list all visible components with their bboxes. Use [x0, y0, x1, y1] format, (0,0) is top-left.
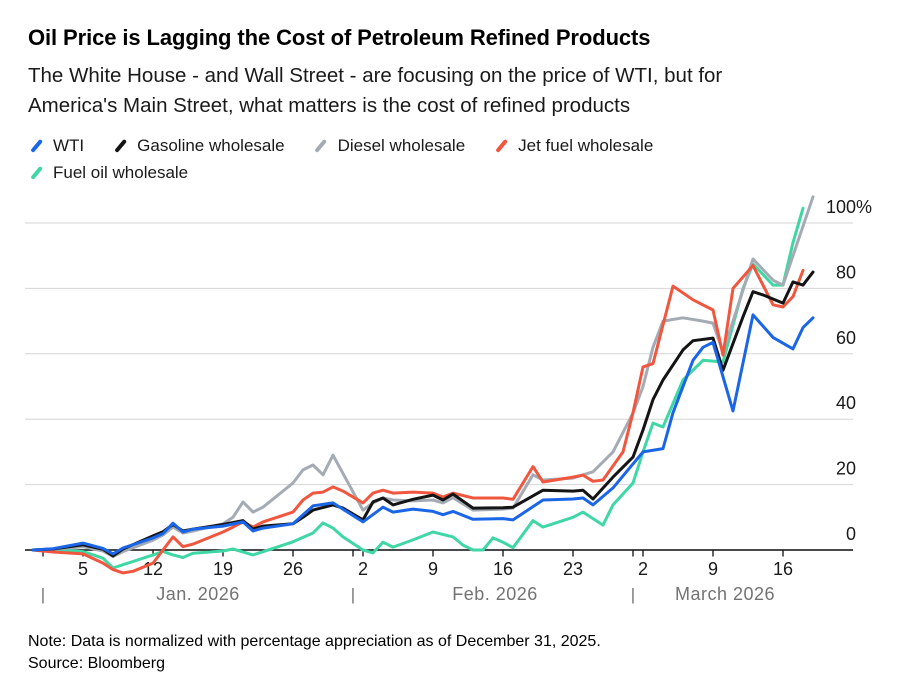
- y-axis-label: 60: [836, 328, 856, 348]
- legend-line-icon: [313, 138, 329, 155]
- legend-item-jet-fuel: Jet fuel wholesale: [493, 136, 653, 156]
- x-axis-label: 9: [428, 559, 438, 579]
- x-axis-label: 26: [283, 559, 303, 579]
- legend-line-icon: [28, 165, 44, 182]
- month-separator: |: [631, 585, 635, 604]
- series-line-jet-fuel: [31, 264, 805, 575]
- x-axis-label: 23: [563, 559, 583, 579]
- x-axis-label: 5: [78, 559, 88, 579]
- series-line-wti: [31, 313, 815, 556]
- legend-label: Fuel oil wholesale: [53, 163, 189, 182]
- x-axis-label: 2: [638, 559, 648, 579]
- month-label: Jan. 2026: [156, 584, 240, 604]
- x-axis-label: 16: [773, 559, 793, 579]
- y-axis-label: 100%: [826, 197, 872, 217]
- y-axis-label: 20: [836, 459, 856, 479]
- legend-item-fuel-oil: Fuel oil wholesale: [28, 163, 188, 183]
- note-text: Note: Data is normalized with percentage…: [28, 633, 601, 650]
- x-axis-label: 2: [358, 559, 368, 579]
- series-line-diesel: [31, 195, 815, 558]
- page-title: Oil Price is Lagging the Cost of Petrole…: [28, 25, 651, 50]
- x-axis-label: 16: [493, 559, 513, 579]
- legend-item-diesel: Diesel wholesale: [313, 136, 466, 156]
- legend-label: Diesel wholesale: [337, 136, 466, 155]
- x-axis-label: 9: [708, 559, 718, 579]
- month-separator: |: [41, 585, 45, 604]
- legend-label: Gasoline wholesale: [137, 136, 285, 155]
- source-text: Source: Bloomberg: [28, 655, 165, 673]
- legend-label: Jet fuel wholesale: [518, 136, 654, 155]
- x-axis-label: 19: [213, 559, 233, 579]
- month-label: Feb. 2026: [452, 584, 538, 604]
- chart-subtitle: The White House - and Wall Street - are …: [28, 63, 723, 118]
- month-separator: |: [351, 585, 355, 604]
- legend-label: WTI: [53, 136, 85, 155]
- series-line-fuel-oil: [31, 206, 805, 570]
- y-axis-label: 0: [846, 524, 856, 544]
- y-axis-label: 80: [836, 262, 856, 282]
- month-label: March 2026: [675, 584, 775, 604]
- chart-header: Oil Price is Lagging the Cost of Petrole…: [0, 0, 900, 183]
- series-line-gasoline: [31, 270, 815, 558]
- legend-line-icon: [493, 138, 509, 155]
- legend-item-wti: WTI: [28, 136, 84, 156]
- legend-item-gasoline: Gasoline wholesale: [112, 136, 285, 156]
- legend-line-icon: [112, 138, 128, 155]
- y-axis-label: 40: [836, 393, 856, 413]
- chart-legend: WTI Gasoline wholesale Diesel wholesale Jet…: [28, 136, 808, 183]
- legend-line-icon: [28, 138, 44, 155]
- chart-footnote: Note: Data is normalized with percentage…: [28, 631, 601, 675]
